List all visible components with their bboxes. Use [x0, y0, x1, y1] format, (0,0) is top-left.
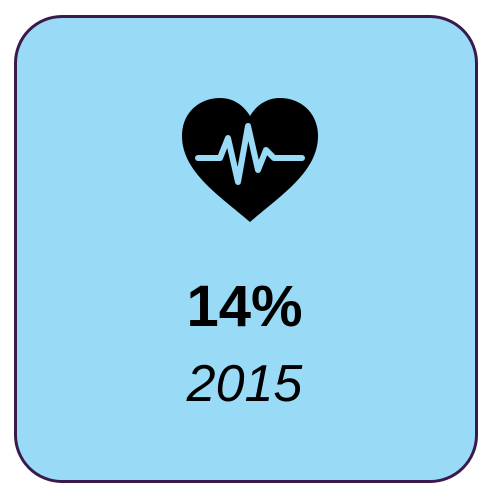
- stat-value: 14%: [186, 274, 303, 339]
- stat-card: [14, 15, 478, 483]
- stat-year: 2015: [186, 355, 303, 413]
- heart-icon: [182, 98, 318, 222]
